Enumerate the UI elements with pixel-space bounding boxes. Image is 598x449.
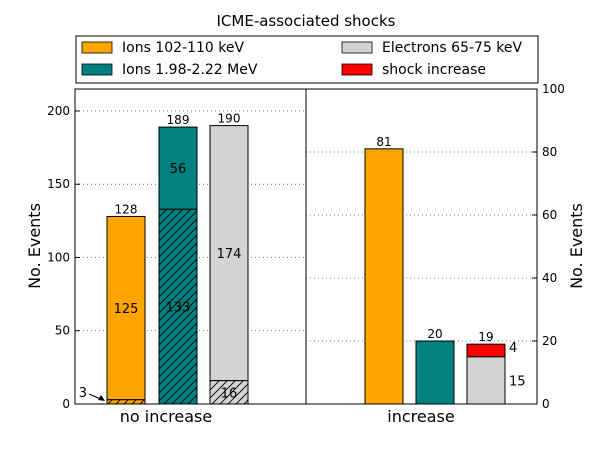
right-bar-2-segment-0-label: 15 (509, 374, 526, 389)
right-bar-2-segment-0 (466, 356, 506, 405)
left-bar-2-segment-0-label: 16 (221, 386, 238, 401)
left-bars: 3 125 128 133 56 189 16 174 190 (79, 112, 249, 405)
left-bar-2-segment-1-label: 174 (217, 247, 242, 262)
right-y-tick-label: 100 (542, 82, 565, 96)
right-axes-frame (305, 88, 538, 405)
left-y-tick-label: 150 (47, 177, 70, 191)
legend-label-ions-102-110: Ions 102-110 keV (122, 40, 244, 56)
panel-left: 0 50 100 150 200 3 125 128 133 56 189 16 174 190 No.… (25, 88, 307, 426)
right-bars: 81 20 15 4 19 (364, 135, 526, 405)
left-bar-2-total-label: 190 (218, 112, 241, 126)
legend-label-ions-1-98-2-22: Ions 1.98-2.22 MeV (122, 62, 258, 78)
legend: Ions 102-110 keV Ions 1.98-2.22 MeV Elec… (75, 35, 539, 84)
legend-entry-ions-1-98-2-22: Ions 1.98-2.22 MeV (81, 62, 258, 78)
right-bar-2-total-label: 19 (478, 330, 493, 344)
right-bar-0-segment-0 (364, 148, 404, 405)
legend-frame (75, 35, 539, 84)
right-y-axis-label: No. Events (567, 203, 586, 289)
right-gridlines (306, 151, 537, 342)
left-y-ticks: 0 50 100 150 200 (47, 104, 80, 411)
right-bar-1-total-label: 20 (427, 327, 442, 341)
left-bar-0-total-label: 128 (115, 202, 138, 216)
legend-swatch-ions-102-110 (81, 41, 113, 54)
left-x-axis-label: no increase (120, 407, 212, 426)
left-y-tick-label: 0 (62, 397, 70, 411)
left-bar-1-hatch-0 (158, 208, 198, 405)
right-y-ticks: 0 20 40 60 80 100 (532, 82, 565, 411)
left-y-tick-label: 100 (47, 250, 70, 264)
legend-swatch-electrons-65-75 (341, 41, 373, 54)
left-bar-1-segment-1 (158, 126, 198, 210)
legend-label-shock-increase: shock increase (382, 62, 486, 78)
left-y-axis-label: No. Events (25, 203, 44, 289)
right-y-tick-label: 80 (542, 145, 557, 159)
right-y-tick-label: 40 (542, 271, 557, 285)
left-y-tick-label: 200 (47, 104, 70, 118)
left-bar-1-segment-0-label: 133 (166, 301, 191, 316)
left-bar-0-segment-0-label: 3 (79, 386, 87, 401)
panel-right: 0 20 40 60 80 100 81 20 15 4 19 No. Events increa… (305, 82, 586, 426)
right-bar-2-segment-1-label: 4 (509, 341, 517, 356)
legend-swatch-ions-1-98-2-22 (81, 63, 113, 76)
left-bar-0-hatch-0 (106, 399, 146, 405)
legend-entry-ions-102-110: Ions 102-110 keV (81, 40, 244, 56)
right-bar-0-total-label: 81 (376, 135, 391, 149)
legend-swatch-shock-increase (341, 63, 373, 76)
right-y-tick-label: 60 (542, 208, 557, 222)
right-x-axis-label: increase (387, 407, 454, 426)
left-bar-0-segment-1 (106, 215, 146, 401)
left-gridlines (75, 110, 306, 332)
legend-entry-electrons-65-75: Electrons 65-75 keV (341, 40, 523, 56)
left-bar-2-segment-1 (209, 125, 249, 382)
legend-label-electrons-65-75: Electrons 65-75 keV (382, 40, 523, 56)
right-bar-1-segment-0 (415, 340, 455, 405)
right-y-tick-label: 0 (542, 397, 550, 411)
left-bar-1-total-label: 189 (167, 113, 190, 127)
left-bar-0-segment-1-label: 125 (114, 302, 139, 317)
legend-entry-shock-increase: shock increase (341, 62, 486, 78)
left-annotation-arrow-head (98, 395, 105, 401)
chart-title: ICME-associated shocks (217, 12, 396, 30)
right-y-tick-label: 20 (542, 334, 557, 348)
left-y-tick-label: 50 (55, 324, 70, 338)
left-bar-1-segment-1-label: 56 (170, 162, 187, 177)
right-bar-2-segment-1 (466, 343, 506, 358)
